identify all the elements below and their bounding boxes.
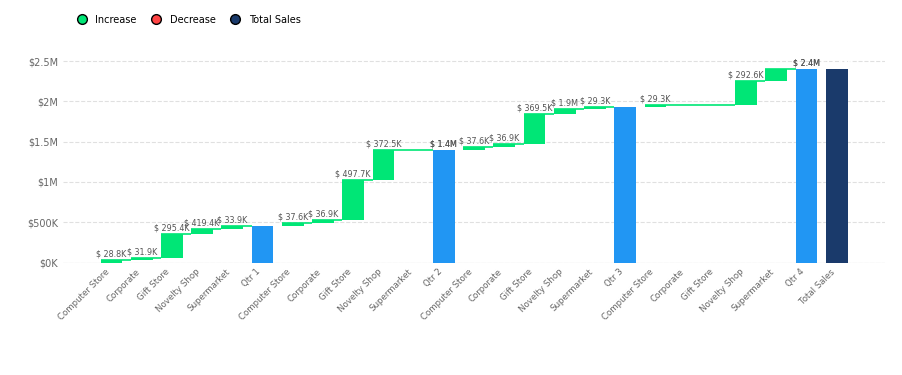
Legend: Increase, Decrease, Total Sales: Increase, Decrease, Total Sales	[68, 11, 304, 28]
Text: $ 29.3K: $ 29.3K	[640, 94, 670, 103]
Bar	[312, 220, 334, 223]
Bar	[734, 81, 756, 105]
Bar	[281, 223, 303, 226]
Text: $ 419.4K: $ 419.4K	[184, 218, 219, 227]
Text: $ 2.4M: $ 2.4M	[792, 59, 819, 68]
Bar	[463, 147, 484, 150]
Text: $ 372.5K: $ 372.5K	[365, 140, 400, 148]
Text: $ 37.6K: $ 37.6K	[458, 136, 489, 145]
Bar	[644, 105, 666, 107]
Bar	[432, 150, 455, 262]
Bar	[492, 144, 515, 147]
Text: $ 1.4M: $ 1.4M	[430, 139, 456, 148]
Bar	[131, 258, 152, 260]
Bar	[373, 150, 394, 180]
Bar	[613, 107, 635, 262]
Bar	[221, 226, 243, 229]
Text: $ 1.9M: $ 1.9M	[550, 99, 577, 108]
Bar	[584, 107, 605, 109]
Text: $ 292.6K: $ 292.6K	[728, 70, 763, 80]
Text: $ 2.4M: $ 2.4M	[821, 59, 851, 68]
Text: $ 37.6K: $ 37.6K	[277, 213, 308, 222]
Text: $ 295.4K: $ 295.4K	[154, 224, 189, 232]
Bar	[523, 114, 545, 144]
Text: $ 28.8K: $ 28.8K	[97, 250, 126, 259]
Bar	[795, 69, 816, 262]
Text: $ 31.9K: $ 31.9K	[126, 247, 157, 256]
Text: $ 29.3K: $ 29.3K	[579, 97, 610, 106]
Bar	[191, 229, 213, 234]
Text: $ 36.9K: $ 36.9K	[489, 133, 519, 142]
Bar	[161, 234, 182, 258]
Bar	[252, 226, 273, 262]
Text: $ 33.9K: $ 33.9K	[217, 216, 247, 225]
Text: $ 1.4M: $ 1.4M	[430, 139, 456, 148]
Bar	[342, 180, 364, 220]
Bar	[825, 69, 847, 262]
Bar	[553, 110, 575, 114]
Text: $ 36.9K: $ 36.9K	[308, 210, 337, 219]
Bar	[765, 69, 787, 81]
Text: $ 2.4M: $ 2.4M	[792, 59, 819, 68]
Text: $ 369.5K: $ 369.5K	[516, 104, 552, 112]
Bar	[100, 260, 122, 262]
Text: $ 497.7K: $ 497.7K	[335, 170, 371, 178]
